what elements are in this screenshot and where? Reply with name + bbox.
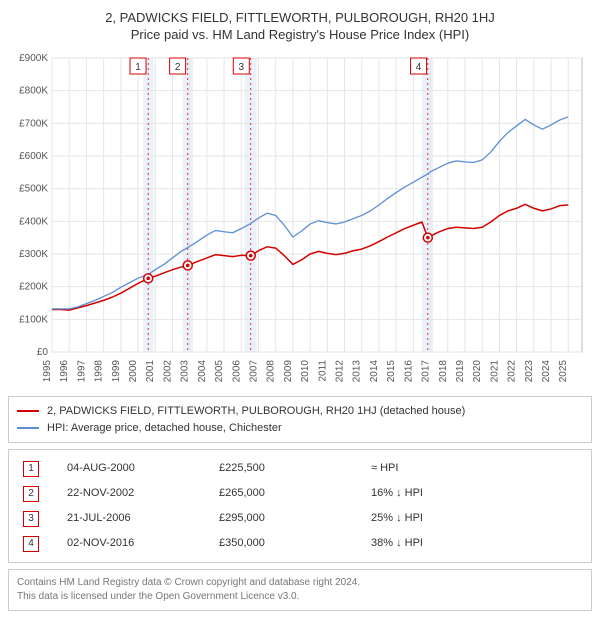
note-date: 04-AUG-2000 [61,456,213,481]
chart-title-block: 2, PADWICKS FIELD, FITTLEWORTH, PULBOROU… [8,10,592,42]
note-price: £350,000 [213,531,365,556]
svg-text:1: 1 [135,62,141,73]
title-address: 2, PADWICKS FIELD, FITTLEWORTH, PULBOROU… [8,10,592,25]
svg-text:1996: 1996 [59,360,70,383]
note-price: £225,500 [213,456,365,481]
svg-text:2024: 2024 [541,360,552,383]
svg-text:2007: 2007 [248,360,259,383]
svg-text:1999: 1999 [111,360,122,383]
legend-label: 2, PADWICKS FIELD, FITTLEWORTH, PULBOROU… [47,403,465,420]
legend-swatch [17,410,39,412]
note-marker: 2 [23,486,39,502]
note-delta: 25% ↓ HPI [365,506,583,531]
svg-text:1995: 1995 [42,360,53,383]
svg-text:2017: 2017 [421,360,432,383]
legend-swatch [17,427,39,429]
svg-text:2008: 2008 [266,360,277,383]
svg-text:2011: 2011 [317,360,328,382]
svg-text:2016: 2016 [403,360,414,383]
copyright-line1: Contains HM Land Registry data © Crown c… [17,576,583,590]
price-chart: £0 £100K £200K £300K £400K £500K £600K £700K £80… [8,50,592,390]
svg-text:£600K: £600K [19,151,48,162]
svg-text:2003: 2003 [180,360,191,383]
svg-text:2022: 2022 [507,360,518,383]
svg-text:£700K: £700K [19,118,48,129]
svg-text:£500K: £500K [19,184,48,195]
note-price: £265,000 [213,481,365,506]
svg-text:2019: 2019 [455,360,466,383]
svg-text:2002: 2002 [162,360,173,383]
svg-text:1998: 1998 [94,360,105,383]
svg-text:£900K: £900K [19,53,48,64]
svg-text:£100K: £100K [19,314,48,325]
svg-text:2023: 2023 [524,360,535,383]
note-marker: 4 [23,536,39,552]
note-price: £295,000 [213,506,365,531]
svg-text:£800K: £800K [19,86,48,97]
svg-text:£200K: £200K [19,282,48,293]
legend-row: HPI: Average price, detached house, Chic… [17,420,583,437]
note-date: 22-NOV-2002 [61,481,213,506]
table-row: 4 02-NOV-2016£350,00038% ↓ HPI [17,531,583,556]
svg-text:1997: 1997 [76,360,87,383]
svg-text:2005: 2005 [214,360,225,383]
svg-text:2020: 2020 [472,360,483,383]
note-marker: 1 [23,461,39,477]
copyright-line2: This data is licensed under the Open Gov… [17,590,583,604]
svg-text:2010: 2010 [300,360,311,383]
legend-label: HPI: Average price, detached house, Chic… [47,420,282,437]
svg-text:2021: 2021 [489,360,500,383]
svg-text:£300K: £300K [19,249,48,260]
svg-text:2014: 2014 [369,360,380,383]
svg-text:2013: 2013 [352,360,363,383]
note-delta: 16% ↓ HPI [365,481,583,506]
sales-notes-box: 1 04-AUG-2000£225,500≈ HPI 2 22-NOV-2002£26… [8,449,592,563]
svg-text:£0: £0 [37,347,49,358]
note-date: 02-NOV-2016 [61,531,213,556]
svg-text:2000: 2000 [128,360,139,383]
legend-row: 2, PADWICKS FIELD, FITTLEWORTH, PULBOROU… [17,403,583,420]
svg-text:2006: 2006 [231,360,242,383]
note-date: 21-JUL-2006 [61,506,213,531]
legend-box: 2, PADWICKS FIELD, FITTLEWORTH, PULBOROU… [8,396,592,443]
svg-text:2004: 2004 [197,360,208,383]
svg-text:£400K: £400K [19,216,48,227]
svg-text:2018: 2018 [438,360,449,383]
table-row: 2 22-NOV-2002£265,00016% ↓ HPI [17,481,583,506]
note-delta: ≈ HPI [365,456,583,481]
svg-text:4: 4 [416,62,422,73]
table-row: 1 04-AUG-2000£225,500≈ HPI [17,456,583,481]
svg-text:2009: 2009 [283,360,294,383]
svg-text:2001: 2001 [145,360,156,383]
svg-text:2015: 2015 [386,360,397,383]
table-row: 3 21-JUL-2006£295,00025% ↓ HPI [17,506,583,531]
svg-text:3: 3 [239,62,245,73]
sales-table: 1 04-AUG-2000£225,500≈ HPI 2 22-NOV-2002£26… [17,456,583,556]
svg-text:2025: 2025 [558,360,569,383]
svg-text:2012: 2012 [335,360,346,383]
title-subtitle: Price paid vs. HM Land Registry's House … [8,27,592,42]
note-delta: 38% ↓ HPI [365,531,583,556]
copyright-box: Contains HM Land Registry data © Crown c… [8,569,592,611]
svg-text:2: 2 [175,62,181,73]
note-marker: 3 [23,511,39,527]
